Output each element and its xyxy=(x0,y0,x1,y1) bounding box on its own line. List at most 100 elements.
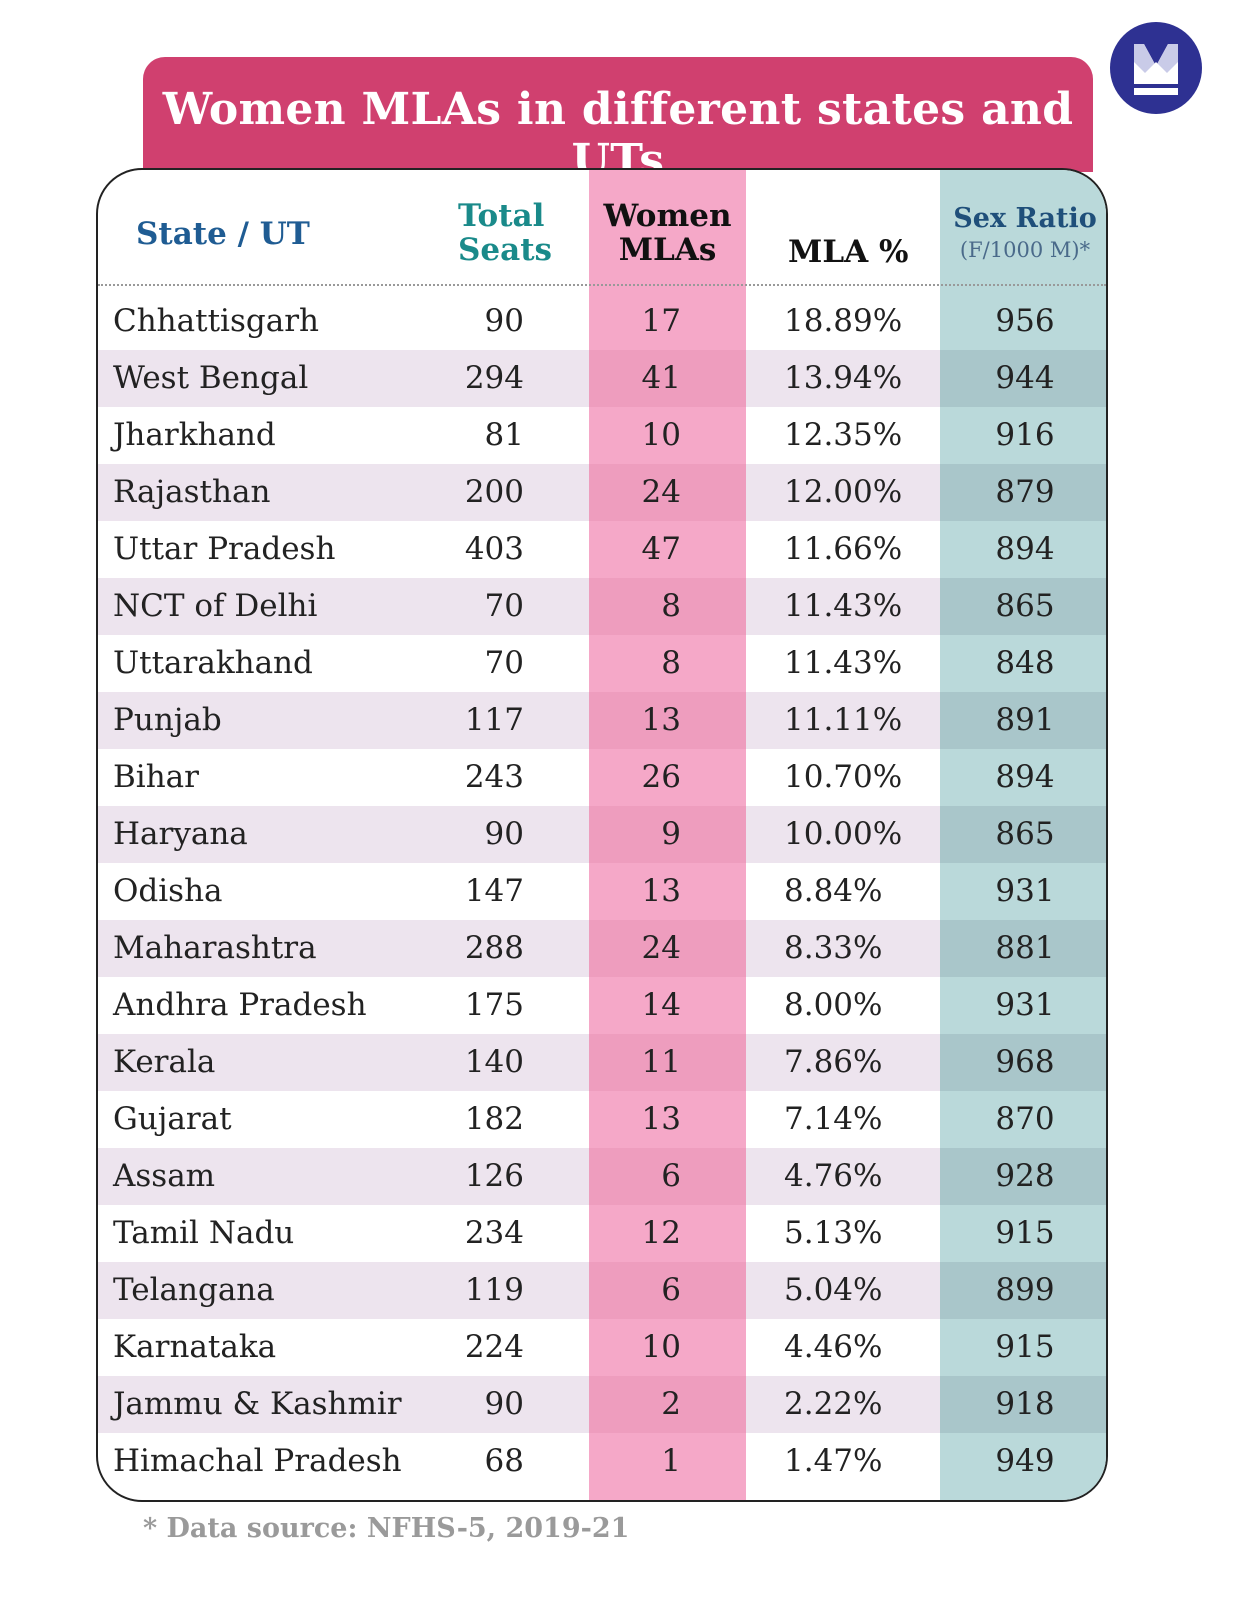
table-row: Kerala 140 11 7.86% 968 xyxy=(98,1034,1106,1091)
table-row: Jammu & Kashmir 90 2 2.22% 918 xyxy=(98,1376,1106,1433)
seats-cell: 90 xyxy=(484,1386,524,1422)
row-stripe xyxy=(940,1034,1106,1091)
seats-cell: 70 xyxy=(484,645,524,681)
seats-cell: 90 xyxy=(484,303,524,339)
state-cell: Punjab xyxy=(113,702,222,738)
mla-pct-cell: 8.33% xyxy=(784,930,883,966)
seats-cell: 224 xyxy=(464,1329,524,1365)
state-cell: Odisha xyxy=(113,873,223,909)
women-mlas-cell: 13 xyxy=(641,702,681,738)
table-row: Tamil Nadu 234 12 5.13% 915 xyxy=(98,1205,1106,1262)
header-ratio-line1: Sex Ratio xyxy=(953,203,1097,234)
table-row: Haryana 90 9 10.00% 865 xyxy=(98,806,1106,863)
state-cell: Telangana xyxy=(113,1272,275,1308)
data-table: Chhattisgarh 90 17 18.89% 956 West Bengal 294 4… xyxy=(96,168,1108,1502)
table-row: Telangana 119 6 5.04% 899 xyxy=(98,1262,1106,1319)
row-stripe xyxy=(98,578,589,635)
state-cell: Karnataka xyxy=(113,1329,277,1365)
state-cell: Uttar Pradesh xyxy=(113,531,336,567)
table-row: Odisha 147 13 8.84% 931 xyxy=(98,863,1106,920)
table-row: Rajasthan 200 24 12.00% 879 xyxy=(98,464,1106,521)
state-cell: Haryana xyxy=(113,816,248,852)
row-stripe xyxy=(589,578,746,635)
mla-pct-cell: 4.46% xyxy=(784,1329,883,1365)
mla-pct-cell: 10.00% xyxy=(784,816,903,852)
header-ratio-line2: (F/1000 M)* xyxy=(959,238,1091,262)
seats-cell: 117 xyxy=(464,702,524,738)
sex-ratio-cell: 968 xyxy=(995,1044,1055,1080)
women-mlas-cell: 10 xyxy=(641,1329,681,1365)
sex-ratio-cell: 879 xyxy=(995,474,1055,510)
table-row: Uttarakhand 70 8 11.43% 848 xyxy=(98,635,1106,692)
mla-pct-cell: 7.14% xyxy=(784,1101,883,1137)
seats-cell: 200 xyxy=(464,474,524,510)
women-mlas-cell: 24 xyxy=(641,930,681,966)
sex-ratio-cell: 916 xyxy=(995,417,1055,453)
sex-ratio-cell: 899 xyxy=(995,1272,1055,1308)
row-stripe xyxy=(746,692,940,749)
m-logo-icon xyxy=(1134,44,1178,95)
header-pct: MLA % xyxy=(788,234,909,270)
row-stripe xyxy=(940,578,1106,635)
row-stripe xyxy=(589,350,746,407)
sex-ratio-cell: 918 xyxy=(995,1386,1055,1422)
mla-pct-cell: 11.11% xyxy=(784,702,903,738)
seats-cell: 81 xyxy=(484,417,524,453)
seats-cell: 68 xyxy=(484,1443,524,1479)
women-mlas-cell: 8 xyxy=(661,588,681,624)
row-stripe xyxy=(589,692,746,749)
row-stripe xyxy=(98,692,589,749)
women-mlas-cell: 2 xyxy=(661,1386,681,1422)
mla-pct-cell: 2.22% xyxy=(784,1386,883,1422)
sex-ratio-cell: 848 xyxy=(995,645,1055,681)
row-stripe xyxy=(940,1376,1106,1433)
table-row: Punjab 117 13 11.11% 891 xyxy=(98,692,1106,749)
women-mlas-cell: 10 xyxy=(641,417,681,453)
row-stripe xyxy=(746,1376,940,1433)
header-seats-line2: Seats xyxy=(458,232,552,268)
state-cell: Rajasthan xyxy=(113,474,271,510)
mla-pct-cell: 5.04% xyxy=(784,1272,883,1308)
table-row: Chhattisgarh 90 17 18.89% 956 xyxy=(98,293,1106,350)
women-mlas-cell: 1 xyxy=(661,1443,681,1479)
row-stripe xyxy=(746,806,940,863)
row-stripe xyxy=(98,920,589,977)
table-row: Bihar 243 26 10.70% 894 xyxy=(98,749,1106,806)
row-stripe xyxy=(589,464,746,521)
seats-cell: 234 xyxy=(464,1215,524,1251)
row-stripe xyxy=(98,1262,589,1319)
state-cell: Bihar xyxy=(113,759,199,795)
header-state: State / UT xyxy=(136,216,310,252)
mla-pct-cell: 1.47% xyxy=(784,1443,883,1479)
seats-cell: 126 xyxy=(464,1158,524,1194)
sex-ratio-cell: 894 xyxy=(995,759,1055,795)
sex-ratio-cell: 949 xyxy=(995,1443,1055,1479)
sex-ratio-cell: 928 xyxy=(995,1158,1055,1194)
row-stripe xyxy=(589,1034,746,1091)
state-cell: Tamil Nadu xyxy=(113,1215,295,1251)
women-mlas-cell: 13 xyxy=(641,873,681,909)
page-title: Women MLAs in different states and UTs xyxy=(162,84,1074,186)
row-stripe xyxy=(940,464,1106,521)
header-women-line1: Women xyxy=(603,198,732,234)
row-stripe xyxy=(589,1148,746,1205)
seats-cell: 243 xyxy=(464,759,524,795)
table-row: Karnataka 224 10 4.46% 915 xyxy=(98,1319,1106,1376)
row-stripe xyxy=(589,806,746,863)
sex-ratio-cell: 870 xyxy=(995,1101,1055,1137)
row-stripe xyxy=(589,1376,746,1433)
state-cell: NCT of Delhi xyxy=(113,588,318,624)
seats-cell: 294 xyxy=(464,360,524,396)
mla-pct-cell: 11.66% xyxy=(784,531,903,567)
table-row: Maharashtra 288 24 8.33% 881 xyxy=(98,920,1106,977)
row-stripe xyxy=(746,350,940,407)
table-row: Assam 126 6 4.76% 928 xyxy=(98,1148,1106,1205)
row-stripe xyxy=(940,806,1106,863)
mla-pct-cell: 12.00% xyxy=(784,474,903,510)
mla-pct-cell: 18.89% xyxy=(784,303,903,339)
sex-ratio-cell: 865 xyxy=(995,588,1055,624)
table-row: Jharkhand 81 10 12.35% 916 xyxy=(98,407,1106,464)
row-stripe xyxy=(940,920,1106,977)
table-row: NCT of Delhi 70 8 11.43% 865 xyxy=(98,578,1106,635)
state-cell: Jharkhand xyxy=(113,417,276,453)
